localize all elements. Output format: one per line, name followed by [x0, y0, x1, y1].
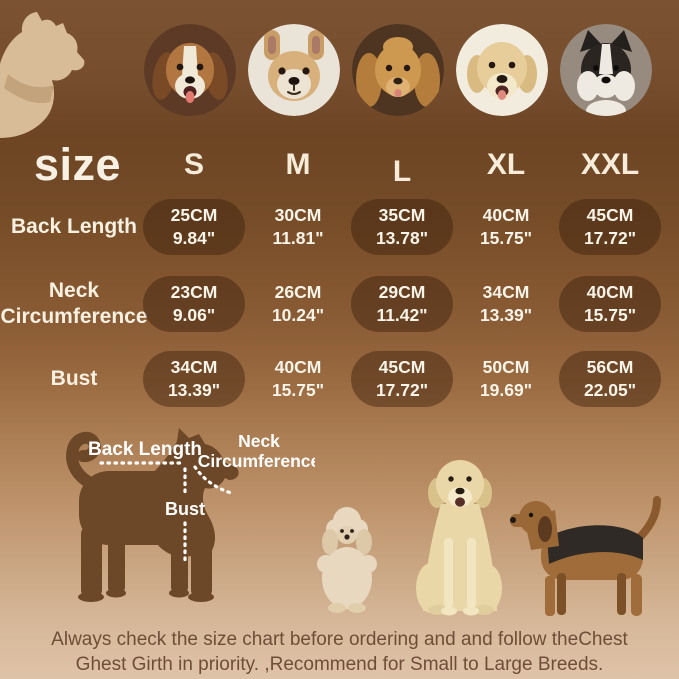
column-header-s: S: [183, 148, 204, 181]
measurement-dotted-lines: [99, 461, 233, 565]
row-label-back-length: Back Length: [10, 215, 138, 239]
cell-neck-s: 23CM 9.06": [142, 260, 246, 348]
cell-bust-xl: 50CM 19.69": [479, 356, 533, 400]
column-header-m: M: [285, 148, 311, 181]
column-header-xl: XL: [486, 148, 526, 181]
column-header-l: L: [392, 155, 412, 188]
footer-line-1: Always check the size chart before order…: [51, 629, 628, 650]
value-pill: 45CM 17.72": [351, 350, 453, 408]
cell-back-length-l: 35CM 13.78": [350, 194, 454, 260]
diagram-back-length-label: Back Length: [88, 439, 202, 460]
column-header-xxl: XXL: [580, 148, 640, 181]
dog-head-outline-icon: [0, 12, 85, 138]
cell-neck-m: 26CM 10.24": [271, 281, 325, 325]
diagram-bust-label: Bust: [165, 499, 205, 519]
cell-bust-xxl: 56CM 22.05": [558, 348, 662, 410]
cell-back-length-m: 30CM 11.81": [272, 204, 324, 248]
border-collie-head-photo: [560, 24, 652, 116]
golden-retriever-head-photo: [456, 24, 548, 116]
row-label-bust: Bust: [50, 367, 98, 391]
breed-photo-row: [144, 24, 652, 116]
cell-neck-xl: 34CM 13.39": [479, 281, 533, 325]
size-table: size S M L XL XXL Back Length 25CM 9.84" …: [0, 136, 670, 410]
diagram-neck-label: Neck: [238, 431, 280, 451]
footer-note: Always check the size chart before order…: [0, 627, 679, 677]
hound-photo: [510, 496, 661, 616]
value-pill: 25CM 9.84": [143, 198, 245, 256]
value-pill: 23CM 9.06": [143, 275, 245, 333]
row-label-neck-circumference: Neck Circumference: [0, 279, 148, 328]
cell-bust-l: 45CM 17.72": [350, 348, 454, 410]
beagle-head-photo: [144, 24, 236, 116]
value-pill: 45CM 17.72": [559, 198, 661, 256]
cell-back-length-xxl: 45CM 17.72": [558, 194, 662, 260]
diagram-circumference-label: Circumference: [198, 451, 315, 471]
cell-neck-l: 29CM 11.42": [350, 260, 454, 348]
size-comparison-dogs: [317, 460, 661, 616]
footer-line-2: Ghest Girth in priority. ,Recommend for …: [75, 654, 604, 676]
value-pill: 29CM 11.42": [351, 275, 453, 333]
cell-back-length-xl: 40CM 15.75": [479, 204, 533, 248]
value-pill: 56CM 22.05": [559, 350, 661, 408]
cell-bust-s: 34CM 13.39": [142, 348, 246, 410]
size-title: size: [34, 139, 122, 190]
cocker-spaniel-head-photo: [352, 24, 444, 116]
cell-bust-m: 40CM 15.75": [271, 356, 325, 400]
measurement-diagram: Back Length Neck Circumference Bust: [66, 428, 315, 602]
toy-poodle-photo: [317, 507, 377, 613]
value-pill: 35CM 13.78": [351, 198, 453, 256]
cell-neck-xxl: 40CM 15.75": [558, 260, 662, 348]
value-pill: 34CM 13.39": [143, 350, 245, 408]
cell-back-length-s: 25CM 9.84": [142, 194, 246, 260]
french-bulldog-head-photo: [248, 24, 340, 116]
labrador-photo: [416, 460, 502, 616]
value-pill: 40CM 15.75": [559, 275, 661, 333]
